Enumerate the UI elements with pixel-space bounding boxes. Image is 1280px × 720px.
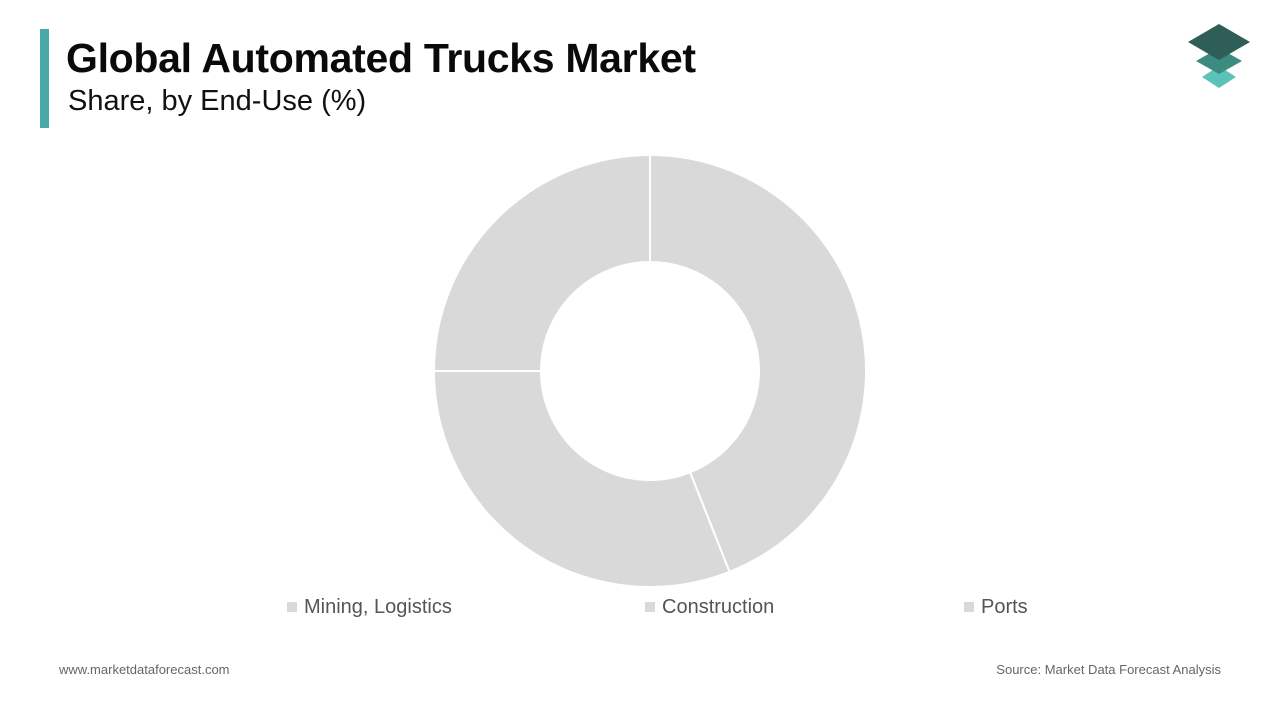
stacked-layers-logo-icon <box>1188 24 1250 88</box>
donut-slice-construction <box>432 370 731 588</box>
logo-layer-middle <box>1196 48 1242 74</box>
legend-label: Mining, Logistics <box>304 595 452 618</box>
title-accent-bar <box>40 29 49 128</box>
logo-layer-bottom <box>1202 66 1236 88</box>
legend-swatch <box>645 602 655 612</box>
legend-item-mining-logistics: Mining, Logistics <box>287 595 452 619</box>
donut-slice-ports <box>432 153 651 372</box>
legend-item-ports: Ports <box>964 595 1028 619</box>
legend-swatch <box>964 602 974 612</box>
legend-item-construction: Construction <box>645 595 774 619</box>
page-title: Global Automated Trucks Market <box>66 35 696 81</box>
source-note: Source: Market Data Forecast Analysis <box>996 662 1221 677</box>
page-subtitle: Share, by End-Use (%) <box>68 85 367 117</box>
logo-layer-top <box>1188 24 1250 60</box>
legend-swatch <box>287 602 297 612</box>
legend-label: Construction <box>662 595 775 618</box>
donut-slice-mining-logistics <box>649 153 867 574</box>
website-link[interactable]: www.marketdataforecast.com <box>59 662 230 677</box>
legend-label: Ports <box>981 595 1028 618</box>
